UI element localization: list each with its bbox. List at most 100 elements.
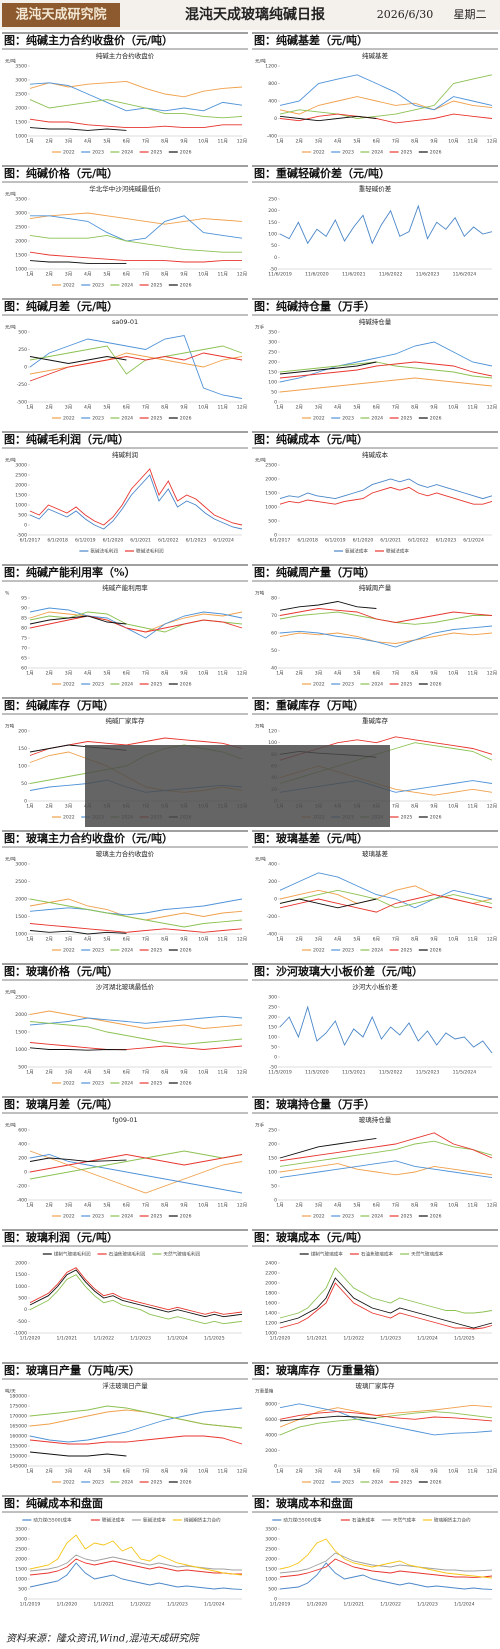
series-line: [29, 1558, 242, 1576]
x-tick-label: 1月: [276, 405, 284, 411]
y-tick-label: 2200: [265, 1271, 277, 1277]
y-tick-label: 500: [18, 513, 27, 519]
x-tick-label: 10月: [198, 1070, 208, 1076]
legend-label: 石油焦成本: [352, 1517, 375, 1524]
series-line: [29, 1534, 243, 1576]
y-tick-label: 50: [21, 781, 27, 787]
x-tick-label: 3月: [65, 804, 73, 810]
legend-label: 2026: [180, 416, 192, 422]
y-tick-label: 1000: [265, 1577, 277, 1583]
y-tick-label: 500: [268, 519, 277, 525]
y-tick-label: 2000: [15, 106, 27, 112]
legend-label: 2023: [92, 948, 104, 954]
y-tick-label: 100: [268, 380, 277, 386]
series-line: [29, 930, 127, 935]
series-line: [279, 1163, 493, 1176]
x-tick-label: 5月: [353, 1469, 361, 1475]
x-tick-label: 1/1/2023: [130, 1336, 151, 1342]
x-tick-label: 6/1/2024: [213, 538, 234, 544]
x-tick-label: 4月: [334, 405, 342, 411]
legend-label: 纯碱期货主力合约: [184, 1517, 221, 1524]
panel-heading: 图：纯碱成本（元/吨）: [254, 432, 368, 446]
y-tick-label: 2400: [265, 1261, 277, 1267]
legend-label: 2025: [401, 1480, 413, 1486]
x-tick-label: 5月: [103, 405, 111, 411]
x-tick-label: 8月: [161, 1469, 169, 1475]
y-tick-label: 150: [268, 1025, 277, 1031]
chart-title: 玻璃厂家库存: [356, 1381, 396, 1390]
x-tick-label: 6/1/2018: [297, 538, 318, 544]
x-tick-label: 11/6/2023: [416, 272, 440, 278]
x-tick-label: 5月: [353, 405, 361, 411]
x-tick-label: 1/1/2024: [454, 1602, 475, 1608]
y-tick-label: 1000: [15, 1577, 27, 1583]
x-tick-label: 6/1/2021: [380, 538, 401, 544]
panel-heading: 图：重碱轻碱价差（元/吨）: [254, 166, 390, 180]
panel-heading: 图：纯碱周产量（万吨）: [254, 565, 375, 579]
y-tick-label: 400: [268, 862, 277, 868]
y-tick-label: 250: [268, 197, 277, 203]
unit-label: 元/吨: [5, 457, 16, 464]
y-tick-label: 3000: [15, 463, 27, 469]
legend-label: 2025: [151, 283, 163, 289]
x-tick-label: 9月: [430, 937, 438, 943]
y-tick-label: 0: [24, 1170, 27, 1176]
legend-label: 2023: [342, 948, 354, 954]
y-tick-label: 2500: [15, 225, 27, 231]
legend-label: 动力煤(5500)成本: [283, 1517, 322, 1524]
series-line: [279, 1411, 493, 1422]
x-tick-label: 7月: [142, 405, 150, 411]
series-line: [279, 1277, 493, 1329]
chart-title: 纯碱利润: [112, 450, 138, 459]
legend-label: 2022: [63, 1480, 75, 1486]
series-line: [29, 1047, 127, 1051]
overlay-box: [85, 745, 390, 827]
legend-label: 2026: [180, 1214, 192, 1220]
x-tick-label: 7月: [392, 804, 400, 810]
chart-title: fg09-01: [112, 1116, 137, 1124]
series-line: [29, 334, 243, 399]
x-tick-label: 1/1/2022: [380, 1602, 401, 1608]
y-tick-label: 1500: [15, 1030, 27, 1036]
series-line: [29, 352, 243, 382]
x-tick-label: 1/1/2022: [130, 1602, 151, 1608]
x-tick-label: 10月: [448, 1469, 458, 1475]
x-tick-label: 12月: [237, 1203, 247, 1209]
x-tick-label: 6/1/2019: [325, 538, 346, 544]
y-tick-label: 100: [268, 232, 277, 238]
series-line: [279, 1160, 493, 1179]
y-tick-label: 3500: [265, 1527, 277, 1533]
y-tick-label: 500: [18, 1587, 27, 1593]
x-tick-label: 11/6/2024: [453, 272, 477, 278]
x-tick-label: 8月: [161, 671, 169, 677]
x-tick-label: 6/1/2020: [103, 538, 124, 544]
y-tick-label: 500: [18, 1296, 27, 1302]
series-line: [29, 607, 243, 639]
series-line: [29, 99, 243, 119]
x-tick-label: 4月: [84, 671, 92, 677]
legend-label: 动力煤(5500)成本: [33, 1517, 72, 1524]
panel-heading: 图：纯碱价格（元/吨）: [4, 166, 118, 180]
y-tick-label: 1500: [15, 120, 27, 126]
y-tick-label: 1200: [265, 64, 277, 70]
series-line: [29, 1150, 243, 1180]
x-tick-label: 10月: [198, 671, 208, 677]
y-tick-label: 2000: [15, 239, 27, 245]
x-tick-label: 5月: [103, 1203, 111, 1209]
y-tick-label: 1500: [15, 253, 27, 259]
y-tick-label: 0: [24, 1597, 27, 1603]
legend-label: 2022: [63, 1081, 75, 1087]
x-tick-label: 9月: [430, 139, 438, 145]
legend-label: 2022: [63, 283, 75, 289]
y-tick-label: 1400: [265, 1311, 277, 1317]
x-tick-label: 1月: [26, 405, 34, 411]
x-tick-label: 2月: [46, 1469, 54, 1475]
chart-title: 纯碱主力合约收盘价: [96, 51, 155, 60]
series-line: [279, 377, 493, 393]
report-weekday: 星期二: [454, 8, 487, 21]
series-line: [279, 361, 493, 379]
panel-heading: 图：纯碱基差（元/吨）: [254, 33, 368, 47]
x-tick-label: 11月: [218, 1469, 228, 1475]
unit-label: 万手: [255, 1122, 265, 1129]
